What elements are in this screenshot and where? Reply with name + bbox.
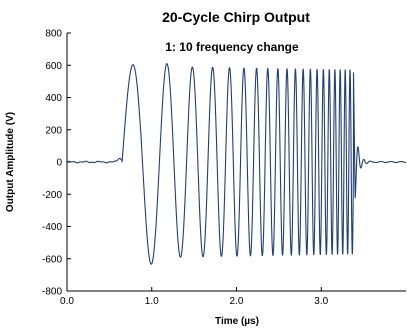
y-tick-label: 600: [45, 61, 62, 72]
x-tick-label: 0.0: [60, 296, 74, 307]
y-axis-label: Output Amplitude (V): [5, 112, 16, 212]
x-axis-label: Time (µs): [215, 316, 259, 327]
plot-area: -800 -600 -400 -200 0 200 400 600 800 0.0 1.0 2.0 3.…: [42, 29, 407, 307]
y-tick-label: -200: [42, 190, 62, 201]
y-tick-label: -400: [42, 222, 62, 233]
y-tick-label: 200: [45, 125, 62, 136]
y-tick-label: -600: [42, 254, 62, 265]
chart-annotation: 1: 10 frequency change: [165, 40, 299, 54]
chart-title: 20-Cycle Chirp Output: [162, 9, 310, 25]
chirp-signal-line: [66, 63, 407, 265]
x-tick-label: 2.0: [230, 296, 244, 307]
x-tick-label: 3.0: [314, 296, 328, 307]
y-tick-label: -800: [42, 287, 62, 298]
y-tick-label: 400: [45, 93, 62, 104]
x-tick-label: 1.0: [145, 296, 159, 307]
y-tick-label: 800: [45, 29, 62, 40]
y-tick-label: 0: [56, 158, 62, 169]
